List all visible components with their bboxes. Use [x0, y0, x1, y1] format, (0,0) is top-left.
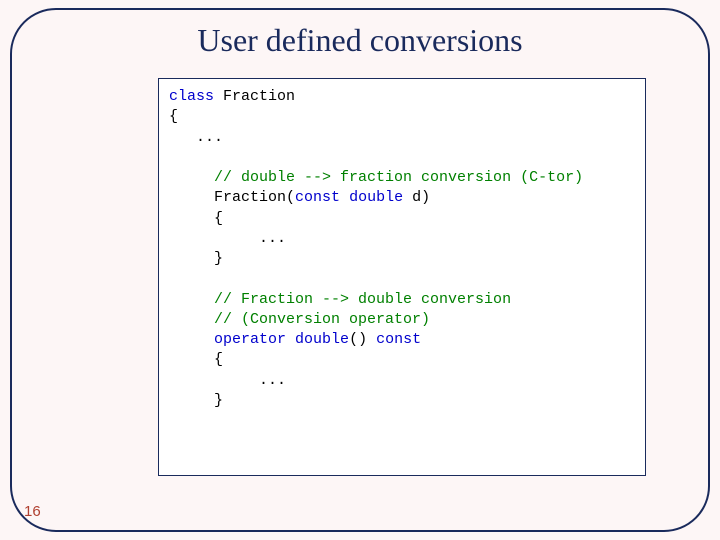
- code-content: class Fraction { ... // double --> fract…: [169, 87, 635, 411]
- slide-title: User defined conversions: [0, 22, 720, 59]
- page-number: 16: [24, 503, 41, 520]
- code-box: class Fraction { ... // double --> fract…: [158, 78, 646, 476]
